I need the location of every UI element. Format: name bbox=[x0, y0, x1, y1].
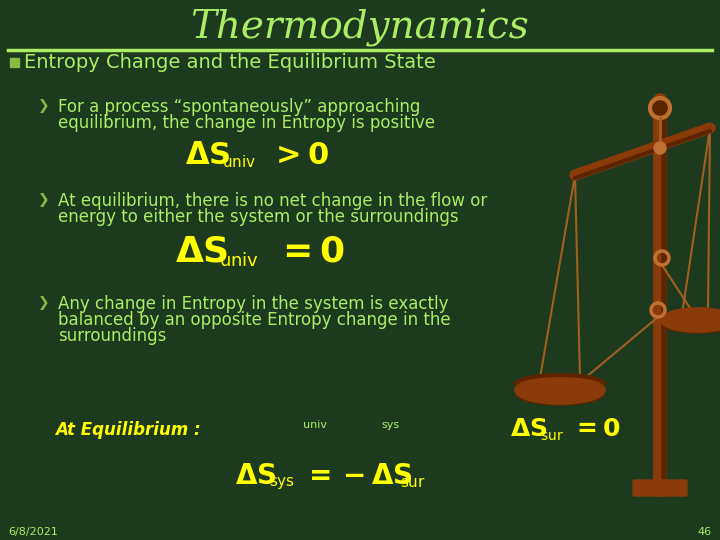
Circle shape bbox=[653, 101, 667, 115]
Text: $\mathbf{= 0}$: $\mathbf{= 0}$ bbox=[275, 235, 345, 269]
Text: ❯: ❯ bbox=[38, 99, 50, 113]
Circle shape bbox=[654, 142, 666, 154]
FancyBboxPatch shape bbox=[633, 480, 687, 496]
Text: $\mathrm{sur}$: $\mathrm{sur}$ bbox=[540, 429, 564, 443]
Text: $\mathbf{\Delta S}$: $\mathbf{\Delta S}$ bbox=[175, 235, 228, 269]
Text: $\mathbf{= -\Delta S}$: $\mathbf{= -\Delta S}$ bbox=[303, 462, 413, 489]
Bar bbox=[10, 58, 19, 67]
Text: ❯: ❯ bbox=[38, 296, 50, 310]
Text: At equilibrium, there is no net change in the flow or: At equilibrium, there is no net change i… bbox=[58, 192, 487, 210]
Text: $\mathbf{\Delta S}$: $\mathbf{\Delta S}$ bbox=[185, 139, 230, 171]
Text: $\mathbf{> 0}$: $\mathbf{> 0}$ bbox=[270, 139, 329, 171]
Text: For a process “spontaneously” approaching: For a process “spontaneously” approachin… bbox=[58, 98, 420, 116]
Text: 46: 46 bbox=[698, 527, 712, 537]
Text: $\mathrm{sys}$: $\mathrm{sys}$ bbox=[269, 475, 295, 491]
Text: univ: univ bbox=[303, 420, 327, 430]
Text: equilibrium, the change in Entropy is positive: equilibrium, the change in Entropy is po… bbox=[58, 114, 435, 132]
Text: $\mathbf{\Delta S}$: $\mathbf{\Delta S}$ bbox=[510, 418, 547, 442]
Text: 6/8/2021: 6/8/2021 bbox=[8, 527, 58, 537]
Ellipse shape bbox=[662, 315, 720, 333]
Text: Thermodynamics: Thermodynamics bbox=[191, 9, 529, 47]
Text: $\mathbf{= 0}$: $\mathbf{= 0}$ bbox=[572, 418, 621, 442]
Text: Entropy Change and the Equilibrium State: Entropy Change and the Equilibrium State bbox=[24, 52, 436, 71]
Text: $\mathrm{sur}$: $\mathrm{sur}$ bbox=[400, 476, 426, 490]
Ellipse shape bbox=[660, 308, 720, 332]
Ellipse shape bbox=[660, 308, 720, 332]
Text: $\mathbf{\Delta S}$: $\mathbf{\Delta S}$ bbox=[235, 462, 276, 489]
Text: sys: sys bbox=[381, 420, 399, 430]
Text: surroundings: surroundings bbox=[58, 327, 166, 345]
Text: At Equilibrium :: At Equilibrium : bbox=[55, 421, 201, 439]
Ellipse shape bbox=[515, 376, 605, 404]
Text: $\mathrm{univ}$: $\mathrm{univ}$ bbox=[219, 252, 259, 270]
Text: balanced by an opposite Entropy change in the: balanced by an opposite Entropy change i… bbox=[58, 311, 451, 329]
Text: Any change in Entropy in the system is exactly: Any change in Entropy in the system is e… bbox=[58, 295, 449, 313]
Ellipse shape bbox=[516, 383, 604, 405]
Ellipse shape bbox=[515, 376, 605, 404]
Text: ❯: ❯ bbox=[38, 193, 50, 207]
Text: energy to either the system or the surroundings: energy to either the system or the surro… bbox=[58, 208, 459, 226]
Text: $\mathrm{univ}$: $\mathrm{univ}$ bbox=[222, 154, 256, 170]
